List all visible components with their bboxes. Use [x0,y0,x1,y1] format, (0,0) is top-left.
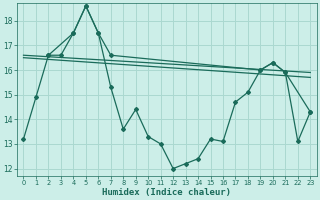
X-axis label: Humidex (Indice chaleur): Humidex (Indice chaleur) [102,188,231,197]
